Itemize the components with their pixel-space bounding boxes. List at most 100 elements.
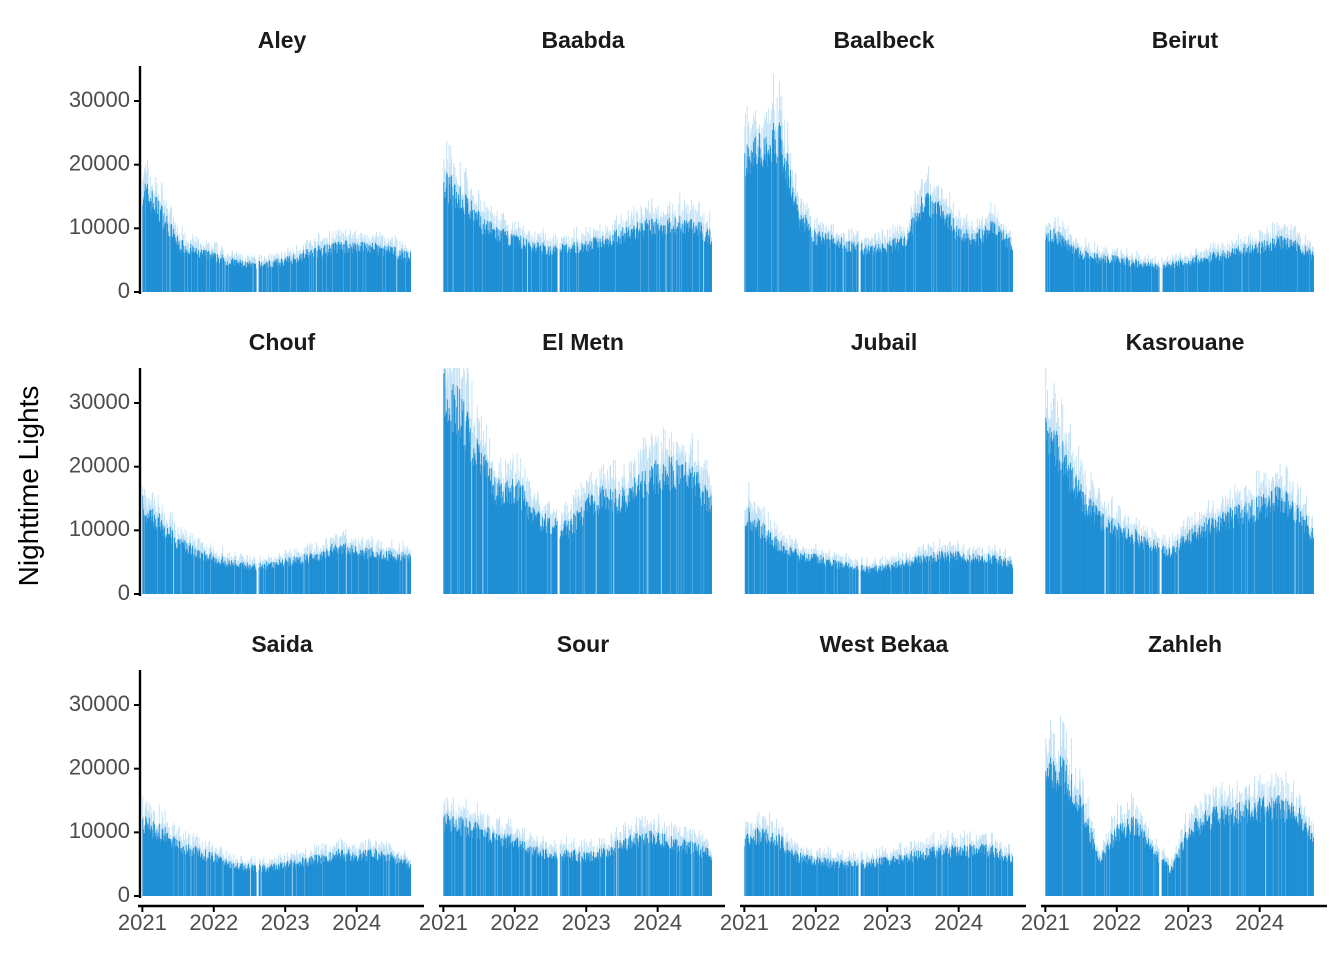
- bar-mark: [689, 219, 691, 292]
- bar-mark: [374, 242, 376, 292]
- bar-mark: [302, 253, 304, 292]
- bar-mark: [922, 211, 924, 292]
- bar-mark: [378, 556, 380, 594]
- band-mark: [452, 195, 454, 292]
- bar-mark: [300, 261, 302, 292]
- bar-mark: [277, 565, 279, 594]
- bar-mark: [184, 540, 186, 594]
- bar-mark: [512, 236, 513, 292]
- bar-mark: [500, 233, 502, 292]
- band-mark: [1260, 230, 1262, 292]
- bar-mark: [694, 226, 696, 292]
- bar-mark: [956, 226, 958, 292]
- bar-mark: [773, 123, 775, 292]
- bar-mark: [347, 248, 349, 292]
- bar-mark: [1135, 262, 1137, 292]
- band-mark: [1187, 263, 1189, 292]
- band-mark: [615, 224, 617, 292]
- bar-mark: [552, 249, 554, 292]
- bar-mark: [1246, 251, 1248, 292]
- bar-mark: [1012, 250, 1013, 292]
- bar-mark: [963, 233, 965, 292]
- band-mark: [304, 558, 306, 594]
- bar-mark: [654, 233, 656, 292]
- bar-mark: [817, 235, 819, 292]
- bar-mark: [330, 248, 332, 292]
- band-mark: [324, 539, 326, 594]
- bar-mark: [181, 251, 182, 292]
- bar-mark: [878, 252, 880, 292]
- bar-mark: [695, 228, 697, 292]
- bar-mark: [380, 248, 382, 292]
- bar-mark: [330, 546, 332, 594]
- bar-mark: [241, 263, 242, 292]
- bar-mark: [771, 129, 773, 292]
- bar-mark: [465, 449, 466, 594]
- bar-mark: [304, 258, 306, 292]
- band-mark: [228, 254, 229, 292]
- bar-mark: [1121, 258, 1123, 292]
- bar-mark: [1102, 258, 1104, 292]
- bar-mark: [780, 126, 782, 292]
- bar-mark: [902, 245, 904, 292]
- bar-mark: [502, 491, 504, 594]
- bar-mark: [1076, 251, 1078, 292]
- bar-mark: [637, 238, 639, 292]
- bar-mark: [688, 227, 690, 292]
- bar-mark: [494, 477, 496, 594]
- bar-mark: [1152, 267, 1154, 292]
- bar-mark: [356, 552, 357, 594]
- bar-mark: [151, 520, 153, 594]
- bar-mark: [961, 240, 963, 292]
- band-mark: [179, 539, 181, 594]
- bar-mark: [322, 253, 324, 292]
- bar-mark: [709, 229, 711, 292]
- bar-mark: [462, 207, 464, 292]
- bar-mark: [387, 560, 389, 594]
- bar-mark: [898, 241, 900, 292]
- bar-mark: [224, 560, 226, 594]
- bar-mark: [1097, 254, 1098, 292]
- bar-mark: [913, 218, 915, 292]
- bar-mark: [1282, 240, 1284, 292]
- bar-mark: [1211, 259, 1213, 292]
- bar-mark: [293, 556, 295, 594]
- bar-mark: [221, 257, 222, 292]
- bar-mark: [933, 203, 935, 292]
- bar-mark: [193, 554, 195, 594]
- bar-mark: [266, 263, 268, 292]
- bar-mark: [629, 235, 631, 292]
- bar-mark: [1186, 264, 1188, 292]
- bar-mark: [1278, 239, 1280, 292]
- bar-mark: [455, 423, 456, 594]
- bar-mark: [861, 252, 863, 292]
- bar-mark: [879, 247, 881, 292]
- bar-mark: [381, 559, 383, 594]
- bar-mark: [346, 240, 347, 292]
- bar-mark: [295, 561, 296, 594]
- bar-mark: [641, 226, 643, 292]
- bar-mark: [284, 562, 286, 594]
- bar-mark: [535, 248, 537, 292]
- facet-bars: [142, 183, 411, 292]
- bar-mark: [1001, 241, 1003, 292]
- bar-mark: [1199, 261, 1201, 292]
- bar-mark: [534, 253, 536, 292]
- bar-mark: [239, 265, 241, 292]
- bar-mark: [1136, 267, 1138, 292]
- bar-mark: [798, 227, 800, 292]
- bar-mark: [464, 444, 466, 594]
- bar-mark: [320, 249, 322, 292]
- bar-mark: [971, 233, 973, 292]
- bar-mark: [645, 224, 647, 292]
- bar-mark: [1003, 239, 1005, 292]
- bar-mark: [204, 556, 206, 594]
- bar-mark: [1126, 257, 1128, 292]
- bar-mark: [993, 233, 995, 292]
- bar-mark: [683, 224, 685, 292]
- bar-mark: [194, 252, 196, 292]
- bar-mark: [252, 263, 254, 292]
- bar-mark: [402, 251, 404, 292]
- bar-mark: [1311, 254, 1313, 292]
- bar-mark: [623, 241, 625, 292]
